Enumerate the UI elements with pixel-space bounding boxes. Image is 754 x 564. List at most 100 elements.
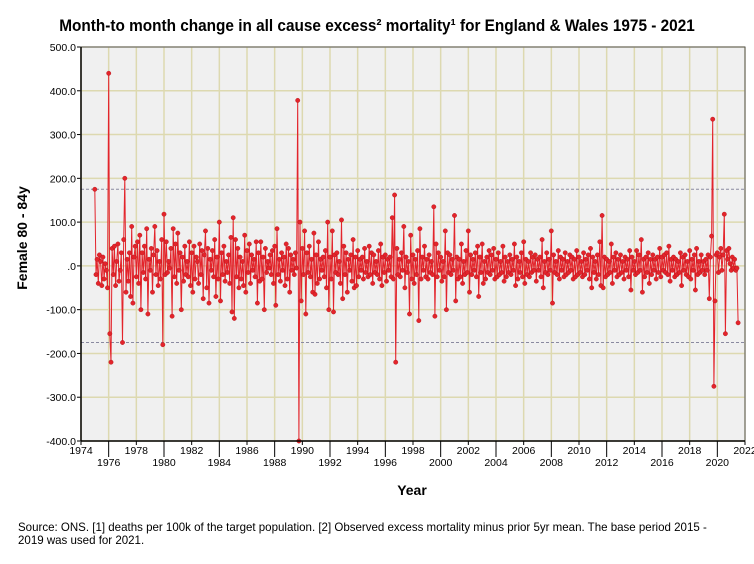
data-point [424, 256, 430, 262]
data-point [528, 250, 533, 256]
data-point [130, 300, 136, 306]
data-point [667, 278, 673, 284]
data-point [299, 245, 305, 251]
data-point [716, 270, 721, 275]
data-point [531, 267, 537, 273]
data-point [115, 241, 121, 247]
data-point [165, 270, 170, 275]
data-point [264, 270, 269, 275]
data-point [343, 250, 349, 256]
data-point [179, 254, 185, 260]
x-tick-label: 2004 [484, 457, 508, 469]
x-tick-label: 1998 [401, 445, 425, 457]
data-point [562, 250, 568, 256]
data-point [612, 267, 618, 273]
data-point [687, 248, 693, 254]
x-tick-label: 2022 [733, 445, 754, 457]
data-point [418, 276, 424, 282]
data-point [718, 245, 724, 251]
data-point [203, 228, 208, 234]
data-point [631, 259, 637, 264]
data-point [229, 309, 235, 315]
data-point [644, 270, 650, 275]
data-point [364, 259, 370, 264]
x-tick-label: 2000 [429, 457, 453, 469]
data-point [514, 254, 520, 260]
data-point [104, 267, 109, 273]
data-point [117, 267, 123, 273]
data-point [538, 274, 544, 280]
data-point [505, 259, 510, 264]
data-point [267, 252, 273, 258]
data-point [199, 248, 205, 254]
data-point [207, 256, 213, 262]
data-point [550, 300, 555, 306]
data-point [262, 245, 268, 251]
data-point [678, 250, 683, 256]
data-point [295, 98, 301, 103]
data-point [160, 342, 166, 348]
data-point [320, 254, 326, 260]
data-point [387, 254, 393, 260]
data-point [710, 116, 716, 122]
data-point [709, 233, 714, 239]
data-point [682, 252, 688, 258]
data-point [99, 283, 105, 288]
data-point [218, 298, 223, 304]
data-point [537, 254, 543, 260]
x-axis-label: Year [397, 482, 427, 498]
data-point [545, 272, 551, 277]
data-point [107, 331, 113, 337]
data-point [476, 294, 482, 299]
data-point [732, 256, 737, 262]
data-point [143, 276, 149, 282]
data-point [574, 248, 580, 254]
data-point [206, 300, 212, 306]
data-point [197, 241, 203, 247]
data-point [721, 211, 727, 217]
data-point [363, 270, 369, 275]
data-point [269, 248, 275, 254]
y-tick-label: 200.0 [50, 173, 76, 185]
data-point [510, 267, 516, 273]
data-point [113, 283, 119, 288]
data-point [515, 276, 521, 282]
data-point [414, 272, 419, 277]
data-point [551, 252, 556, 258]
data-point [417, 226, 423, 232]
data-point [324, 285, 329, 291]
data-point [213, 294, 219, 299]
data-point [482, 259, 487, 264]
data-point [289, 267, 295, 273]
data-point [231, 315, 237, 321]
data-point [475, 243, 480, 249]
data-point [498, 259, 503, 264]
data-point [123, 289, 129, 295]
data-point [329, 228, 335, 234]
data-point [241, 283, 246, 288]
data-point [344, 289, 350, 295]
data-point [726, 245, 732, 251]
data-point [666, 243, 672, 249]
data-point [277, 278, 283, 284]
data-point [620, 259, 626, 264]
data-point [463, 248, 469, 254]
data-point [438, 254, 444, 260]
data-point [582, 272, 588, 277]
data-point [587, 276, 592, 282]
data-point [509, 256, 515, 262]
x-tick-label: 1980 [152, 457, 176, 469]
data-point [136, 280, 142, 286]
data-point [248, 280, 253, 286]
data-point [725, 256, 731, 262]
data-point [540, 285, 546, 291]
data-point [186, 239, 192, 245]
data-point [539, 237, 545, 243]
data-point [527, 274, 532, 280]
y-axis-label: Female 80 - 84y [14, 186, 30, 290]
data-point [419, 254, 425, 260]
data-point [354, 283, 359, 288]
data-point [215, 276, 221, 282]
data-point [651, 267, 657, 273]
